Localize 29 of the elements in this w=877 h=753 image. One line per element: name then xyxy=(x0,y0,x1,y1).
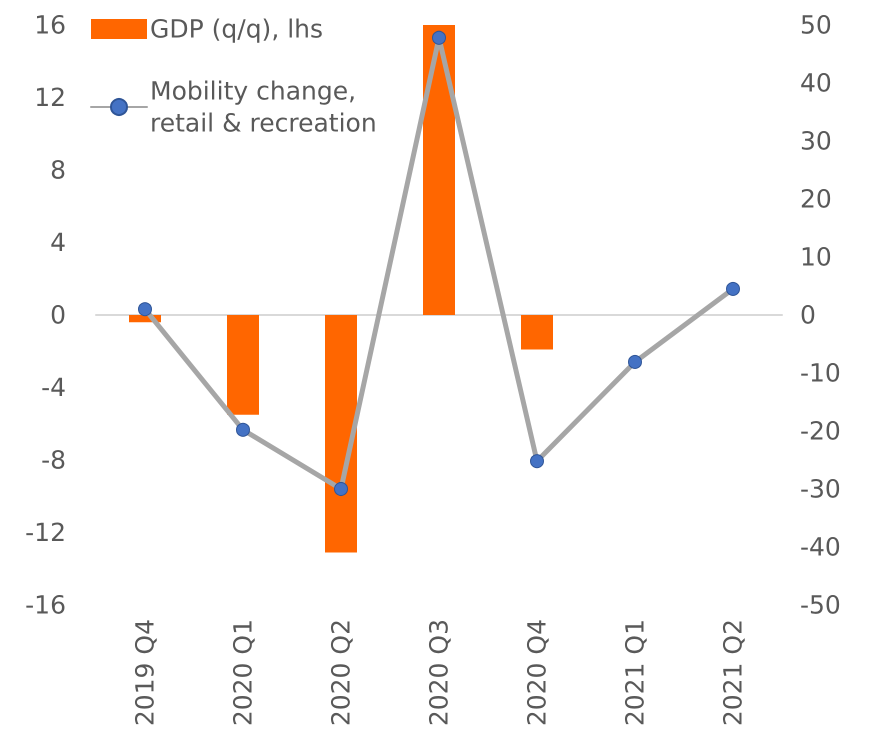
x-tick-label: 2020 Q1 xyxy=(228,619,258,726)
x-tick-label: 2020 Q3 xyxy=(424,619,454,726)
legend-label: GDP (q/q), lhs xyxy=(150,14,324,44)
y2-tick-label: -50 xyxy=(800,590,841,620)
y-tick-label: 8 xyxy=(50,156,66,184)
x-tick-label: 2021 Q1 xyxy=(620,619,650,726)
y2-tick-label: 40 xyxy=(800,68,832,98)
y-tick-label: 12 xyxy=(34,83,66,112)
y-tick-label: 0 xyxy=(50,300,66,330)
y2-tick-label: 30 xyxy=(800,126,832,156)
y-tick-label: -8 xyxy=(41,446,66,474)
y-tick-label: 16 xyxy=(34,10,66,40)
y2-tick-label: 0 xyxy=(800,300,816,330)
y2-tick-label: -20 xyxy=(800,416,841,446)
y-tick-label: -16 xyxy=(25,590,66,620)
y-tick-label: 4 xyxy=(50,228,66,257)
y2-tick-label: -40 xyxy=(800,532,841,562)
x-tick-label: 2020 Q4 xyxy=(522,619,552,726)
y2-tick-label: -30 xyxy=(800,474,841,504)
y2-tick-label: -10 xyxy=(800,358,841,388)
legend-label: Mobility change, retail & recreation xyxy=(150,76,377,138)
x-tick-label: 2021 Q2 xyxy=(718,619,748,726)
y2-tick-label: 20 xyxy=(800,184,832,214)
x-tick-label: 2020 Q2 xyxy=(326,619,356,726)
x-tick-label: 2019 Q4 xyxy=(130,619,160,726)
y-tick-label: -12 xyxy=(25,518,66,547)
y2-tick-label: 10 xyxy=(800,242,832,272)
y-tick-label: -4 xyxy=(41,373,66,402)
y2-tick-label: 50 xyxy=(800,10,832,40)
